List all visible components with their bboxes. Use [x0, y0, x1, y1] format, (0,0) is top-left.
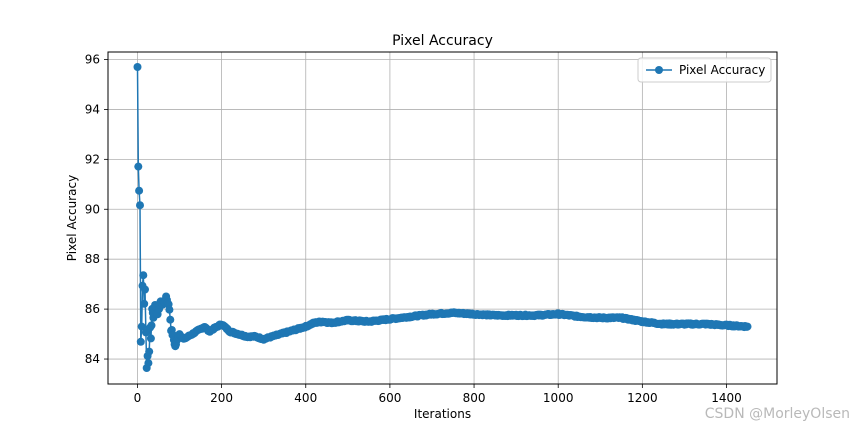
data-point	[146, 334, 155, 343]
x-tick-label: 1200	[627, 391, 658, 405]
x-tick-label: 1000	[543, 391, 574, 405]
data-point	[140, 299, 149, 308]
x-axis-label: Iterations	[414, 407, 471, 421]
x-tick-label: 400	[294, 391, 317, 405]
x-tick-label: 1400	[711, 391, 742, 405]
x-tick-label: 0	[134, 391, 142, 405]
data-point	[144, 359, 153, 368]
data-point	[133, 63, 142, 71]
y-tick-label: 88	[85, 252, 100, 266]
watermark: CSDN @MorleyOlsen	[704, 406, 850, 422]
legend: Pixel Accuracy	[637, 57, 772, 83]
x-tick-label: 600	[378, 391, 401, 405]
data-point	[743, 322, 752, 331]
y-tick-label: 94	[85, 102, 100, 116]
y-tick-label: 96	[85, 52, 100, 66]
data-point	[136, 201, 144, 210]
data-point	[139, 271, 148, 280]
data-point	[137, 322, 146, 331]
series-pixel-accuracy	[133, 63, 752, 372]
legend-box	[637, 57, 772, 83]
plot-frame	[107, 51, 778, 385]
legend-marker	[655, 66, 663, 74]
data-point	[136, 337, 145, 346]
y-tick-label: 92	[85, 152, 100, 166]
data-point	[135, 186, 144, 195]
x-tick-label: 200	[210, 391, 233, 405]
legend-label: Pixel Accuracy	[679, 63, 765, 77]
y-tick-label: 84	[85, 352, 100, 366]
data-point	[165, 305, 174, 314]
data-point	[147, 321, 156, 330]
y-tick-label: 90	[85, 202, 100, 216]
data-point	[134, 162, 143, 171]
y-axis-label: Pixel Accuracy	[65, 175, 79, 261]
y-tick-label: 86	[85, 302, 100, 316]
x-tick-label: 800	[463, 391, 486, 405]
axis-ticks: 0 200 400 600 800 1000 1200 1400 84 86 88 90 92 94 96	[85, 52, 742, 405]
grid	[108, 52, 777, 384]
data-point	[141, 285, 149, 294]
data-point	[145, 347, 154, 356]
data-point	[166, 315, 175, 324]
chart-title: Pixel Accuracy	[392, 33, 493, 49]
